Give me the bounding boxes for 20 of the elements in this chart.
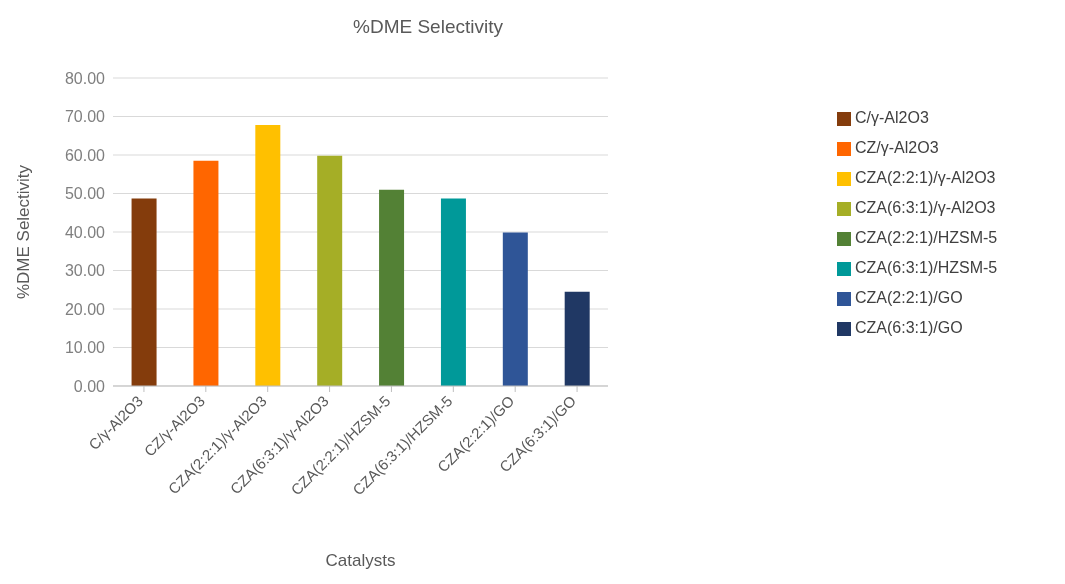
legend-label: CZA(6:3:1)/γ-Al2O3 [855,199,996,216]
y-tick-label: 50.00 [64,185,106,203]
y-tick-label: 40.00 [64,223,106,241]
y-tick-label: 60.00 [64,146,106,164]
chart-title: %DME Selectivity [352,16,504,38]
y-tick-label: 30.00 [64,262,106,280]
y-tick-label: 70.00 [64,108,106,126]
legend-label: CZA(6:3:1)/GO [855,319,963,336]
y-tick-label: 80.00 [64,69,106,87]
x-axis-title: Catalysts [325,551,396,570]
legend-label: CZ/γ-Al2O3 [855,139,939,156]
legend-label: CZA(2:2:1)/HZSM-5 [855,229,998,246]
legend-label: CZA(2:2:1)/γ-Al2O3 [855,169,996,186]
y-tick-label: 0.00 [73,377,106,395]
legend-label: C/γ-Al2O3 [855,109,929,126]
y-tick-label: 20.00 [64,300,106,318]
y-axis-title: %DME Selectivity [14,164,34,300]
legend-label: CZA(2:2:1)/GO [855,289,963,306]
y-tick-label: 10.00 [64,339,106,357]
legend-label: CZA(6:3:1)/HZSM-5 [855,259,998,276]
